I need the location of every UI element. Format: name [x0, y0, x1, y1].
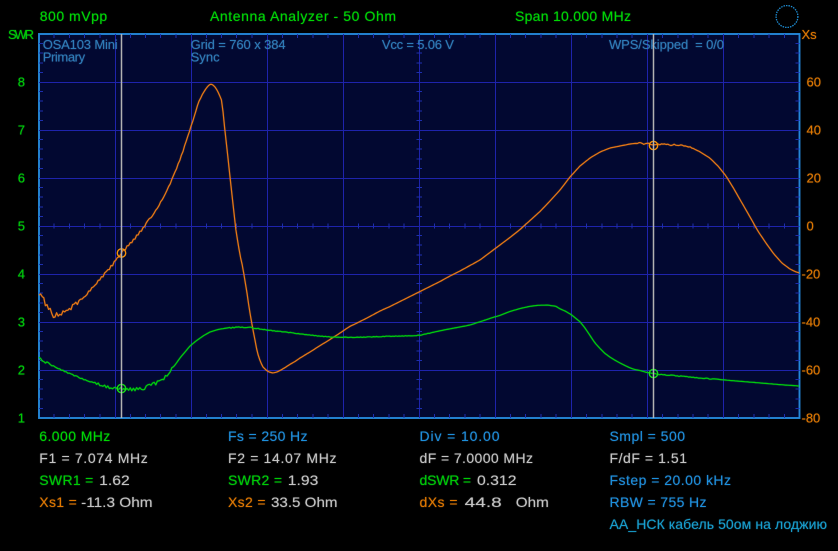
svg-text:Vcc = 5.06 V: Vcc = 5.06 V	[382, 37, 454, 52]
svg-text:F/dF = 1.51: F/dF = 1.51	[610, 450, 688, 466]
svg-text:dF = 7.0000 MHz: dF = 7.0000 MHz	[420, 450, 534, 466]
svg-text:7: 7	[18, 123, 25, 138]
svg-text:WPS/Skipped = 0/0: WPS/Skipped = 0/0	[609, 37, 724, 52]
svg-text:5: 5	[18, 219, 25, 234]
svg-text:F2 = 14.07 MHz: F2 = 14.07 MHz	[228, 450, 337, 466]
svg-text:6.000 MHz: 6.000 MHz	[39, 428, 110, 444]
svg-text:SWR1 =: SWR1 =	[39, 472, 93, 488]
svg-text:33.5 Ohm: 33.5 Ohm	[271, 494, 338, 510]
svg-text:Primary: Primary	[43, 50, 86, 65]
svg-text:40: 40	[807, 123, 821, 138]
svg-text:Fs = 250 Hz: Fs = 250 Hz	[228, 428, 308, 444]
svg-text:Grid = 760 x 384: Grid = 760 x 384	[191, 37, 286, 52]
svg-text:-80: -80	[802, 411, 821, 426]
svg-text:SWR: SWR	[8, 27, 34, 42]
svg-text:8: 8	[18, 75, 25, 90]
svg-text:АА_НСК кабель 50ом на лоджию: АА_НСК кабель 50ом на лоджию	[610, 516, 828, 532]
svg-text:Xs2 =: Xs2 =	[228, 494, 266, 510]
svg-text:Smpl = 500: Smpl = 500	[610, 428, 686, 444]
svg-text:3: 3	[18, 315, 25, 330]
svg-text:800 mVpp: 800 mVpp	[40, 8, 108, 24]
svg-text:-11.3 Ohm: -11.3 Ohm	[81, 494, 153, 510]
svg-text:1: 1	[18, 411, 25, 426]
svg-text:-60: -60	[802, 363, 821, 378]
svg-text:Xs1 =: Xs1 =	[39, 494, 77, 510]
svg-text:OSA103 Mini: OSA103 Mini	[43, 37, 118, 52]
svg-text:4: 4	[18, 267, 25, 282]
svg-text:1.62: 1.62	[99, 472, 130, 488]
svg-text:Xs: Xs	[802, 27, 818, 42]
svg-text:44.8: 44.8	[465, 494, 502, 510]
svg-text:Div = 10.00: Div = 10.00	[420, 428, 500, 444]
svg-text:1.93: 1.93	[288, 472, 319, 488]
svg-text:60: 60	[807, 75, 821, 90]
svg-text:dSWR =: dSWR =	[420, 472, 472, 488]
svg-text:dXs =: dXs =	[420, 494, 458, 510]
svg-text:0.312: 0.312	[477, 472, 517, 488]
svg-text:20: 20	[807, 171, 821, 186]
svg-text:0: 0	[807, 219, 814, 234]
svg-text:Ohm: Ohm	[516, 494, 549, 510]
svg-text:SWR2 =: SWR2 =	[228, 472, 282, 488]
svg-text:Sync: Sync	[191, 50, 221, 65]
svg-text:-40: -40	[802, 315, 821, 330]
svg-text:-20: -20	[802, 267, 821, 282]
svg-text:Span 10.000 MHz: Span 10.000 MHz	[515, 8, 631, 24]
svg-text:6: 6	[18, 171, 25, 186]
svg-text:2: 2	[18, 363, 25, 378]
svg-text:Antenna Analyzer - 50 Ohm: Antenna Analyzer - 50 Ohm	[210, 8, 396, 24]
svg-text:F1 = 7.074 MHz: F1 = 7.074 MHz	[39, 450, 148, 466]
svg-text:RBW = 755 Hz: RBW = 755 Hz	[610, 494, 707, 510]
svg-text:Fstep = 20.00 kHz: Fstep = 20.00 kHz	[610, 472, 732, 488]
